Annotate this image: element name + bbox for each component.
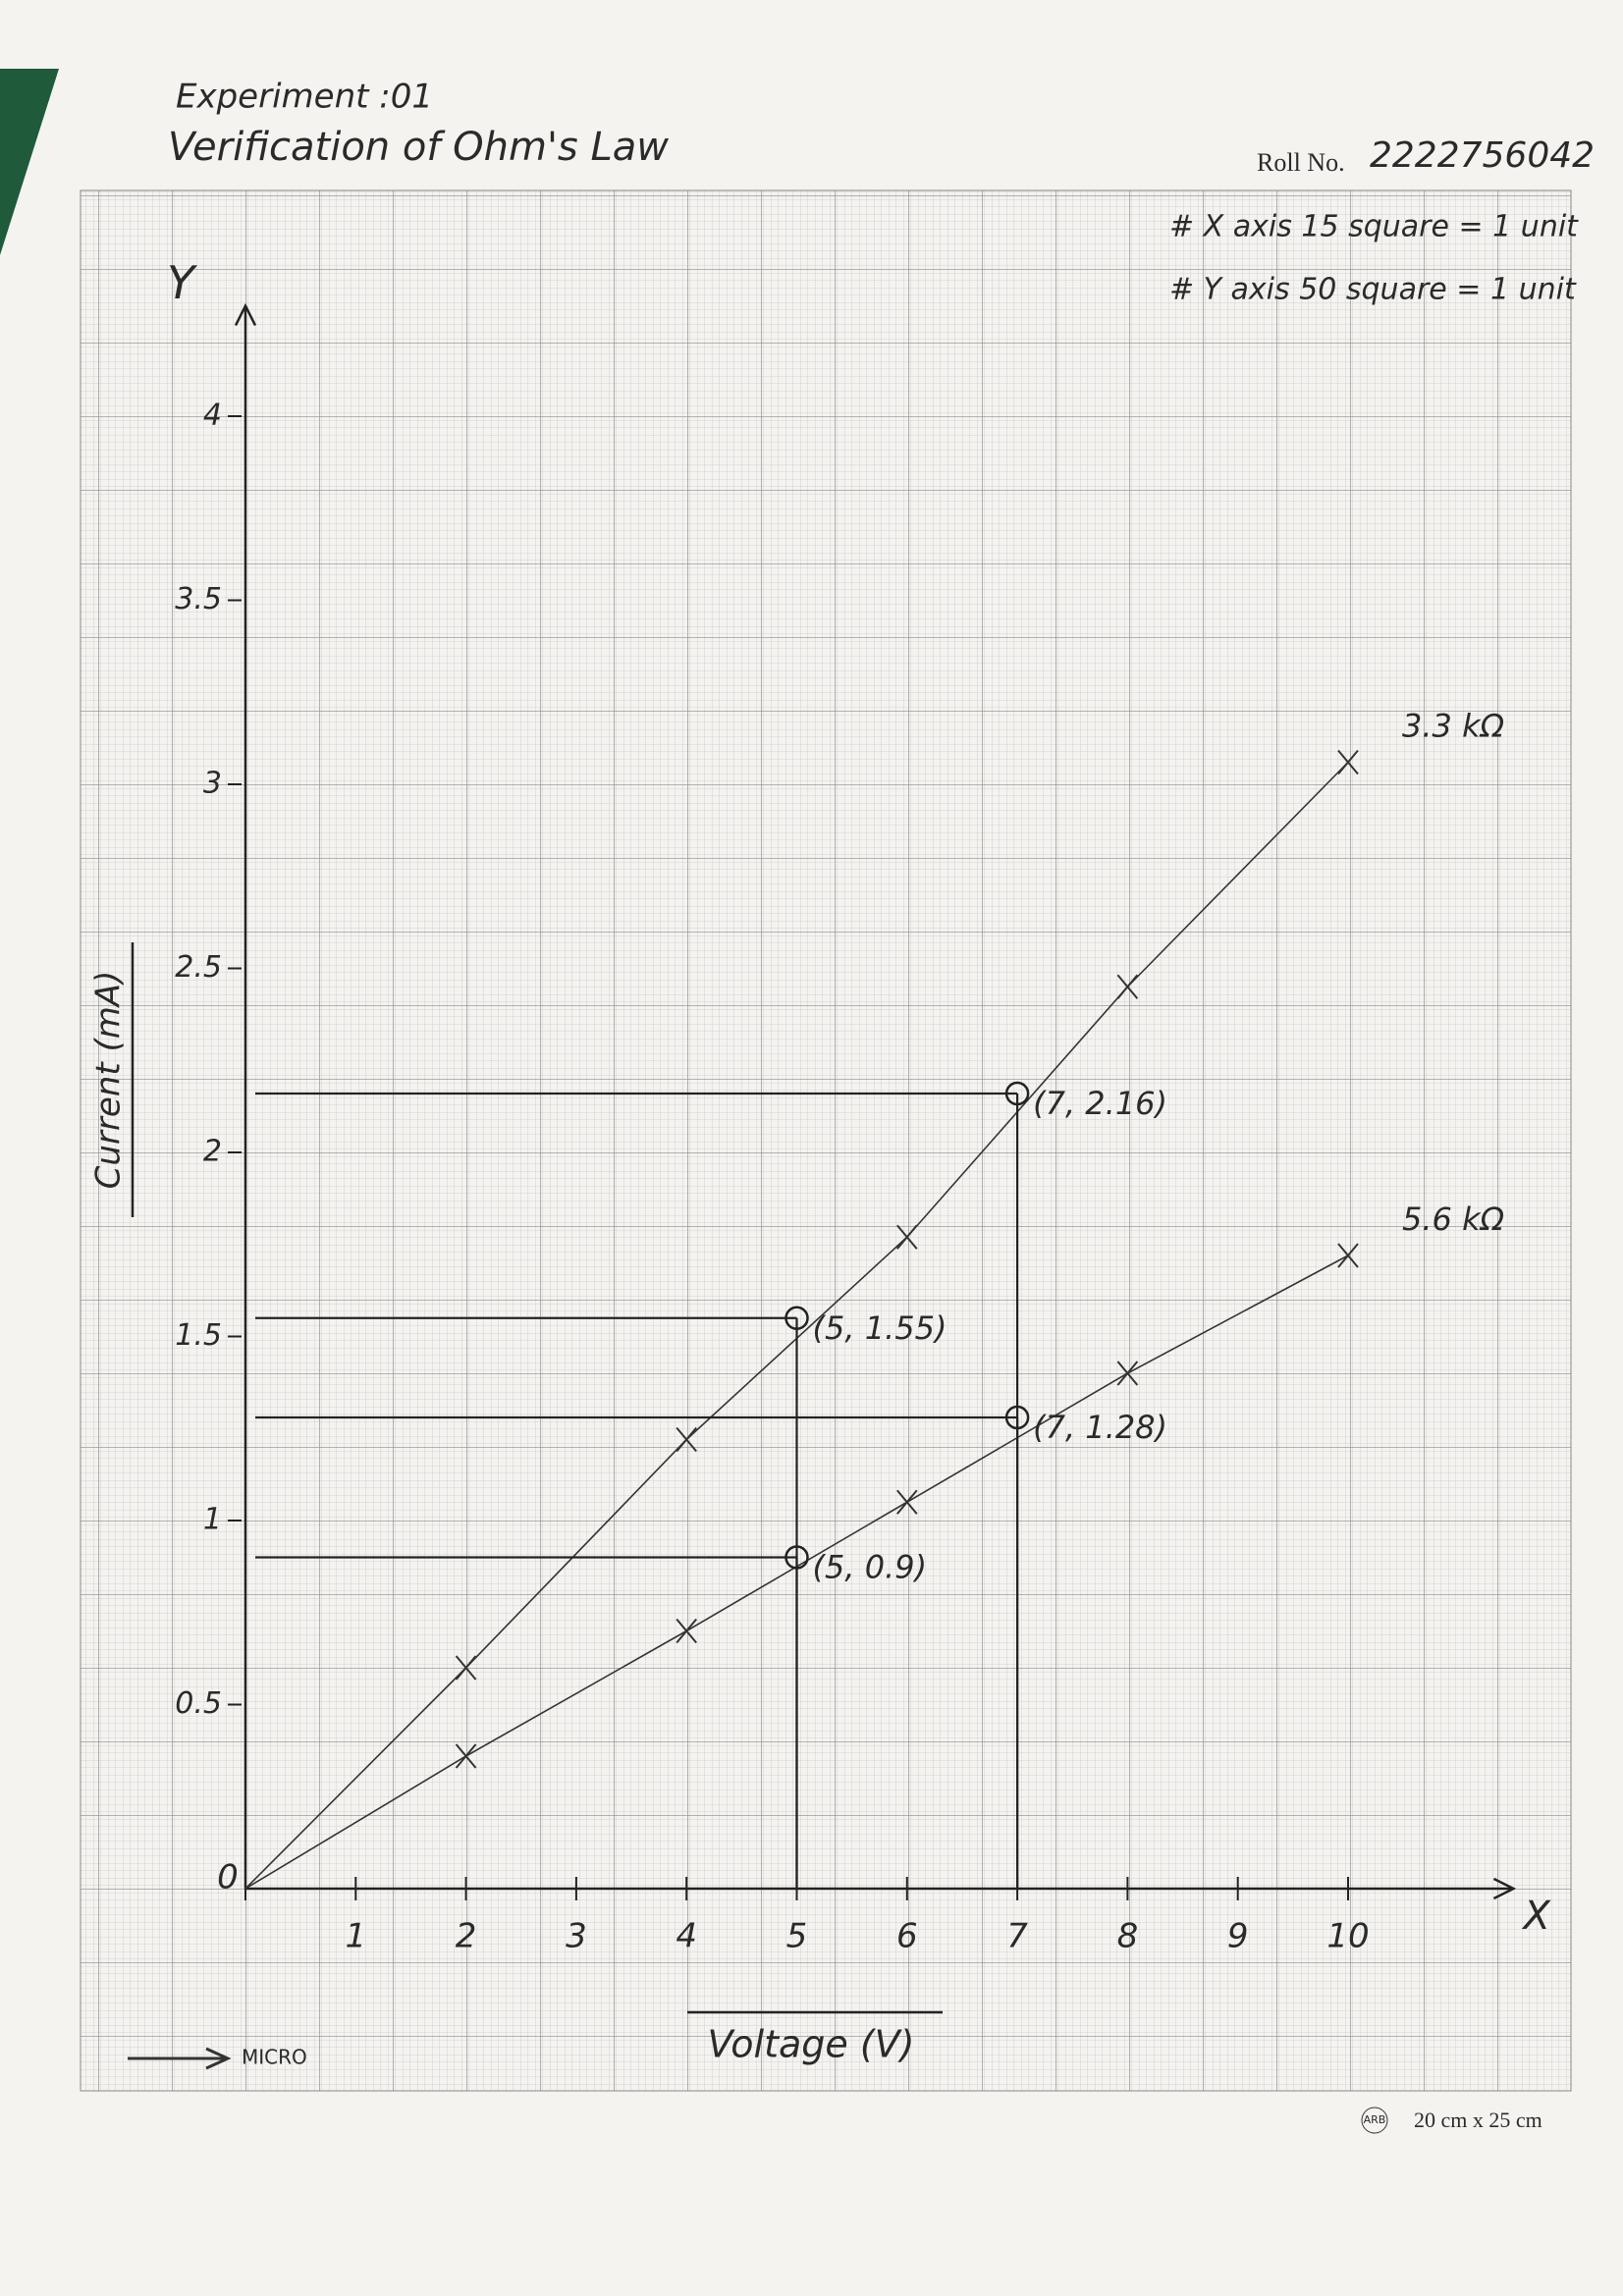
y-tick-label: 0.5 xyxy=(175,1686,222,1721)
annotation-point xyxy=(784,1545,809,1570)
point-cross xyxy=(896,1224,918,1250)
point-cross xyxy=(1116,974,1139,999)
y-tick-label: 2 xyxy=(203,1135,222,1169)
x-tick-label: 2 xyxy=(456,1917,477,1956)
corner-shadow xyxy=(0,69,59,255)
y-tick-label: 3 xyxy=(203,767,222,801)
x-tick-label: 1 xyxy=(345,1917,366,1956)
y-tick-label: 3.5 xyxy=(175,582,222,616)
maker-badge xyxy=(1361,2107,1388,2134)
experiment: Experiment :01 xyxy=(176,78,433,117)
x-tick-label: 9 xyxy=(1227,1917,1249,1956)
series-label: 3.3 kΩ xyxy=(1402,708,1505,745)
series-label: 5.6 kΩ xyxy=(1402,1201,1505,1238)
note: # X axis 15 square = 1 unit xyxy=(1169,210,1579,244)
sheet-size: 20 cm x 25 cm xyxy=(1414,2108,1542,2132)
point-cross xyxy=(676,1618,697,1644)
annotation-label: (7, 2.16) xyxy=(1033,1085,1167,1122)
y-tick-label: 2.5 xyxy=(175,950,222,985)
x-tick-label: 8 xyxy=(1117,1917,1139,1956)
y-tick-label: 1 xyxy=(203,1503,222,1537)
roll-label: Roll No. xyxy=(1257,148,1345,177)
x-axis-title: Voltage (V) xyxy=(708,2023,915,2066)
x-arrow xyxy=(1492,1877,1517,1900)
y-axis-title: Current (mA) xyxy=(89,971,129,1190)
note: # Y axis 50 square = 1 unit xyxy=(1169,273,1577,307)
x-tick-label: 3 xyxy=(566,1917,587,1956)
x-tick-label: 4 xyxy=(676,1917,697,1956)
point-cross xyxy=(1337,1243,1359,1268)
point-cross xyxy=(455,1743,477,1769)
annotation-point xyxy=(1004,1405,1030,1430)
annotation-label: (5, 0.9) xyxy=(813,1549,928,1586)
y-arrow xyxy=(234,302,257,327)
roll-number: 2222756042 xyxy=(1370,135,1595,176)
title: Verification of Ohm's Law xyxy=(168,125,669,170)
x-tick-label: 6 xyxy=(896,1917,918,1956)
maker: ARB xyxy=(1364,2113,1386,2126)
x-tick-label: 7 xyxy=(1006,1917,1028,1956)
x-tick-label: 0 xyxy=(217,1858,239,1897)
point-cross xyxy=(1116,1361,1139,1386)
grid-paper xyxy=(80,189,1572,2092)
x-tick-label: 5 xyxy=(786,1917,808,1956)
point-cross xyxy=(676,1426,697,1453)
annotation-label: (5, 1.55) xyxy=(813,1309,947,1347)
annotation-label: (7, 1.28) xyxy=(1033,1409,1167,1446)
y-tick-label: 4 xyxy=(203,399,222,433)
axis-letter: X xyxy=(1521,1894,1551,1939)
brand-arrow xyxy=(128,2047,232,2070)
annotation-point xyxy=(784,1306,809,1330)
y-tick-label: 1.5 xyxy=(175,1318,222,1353)
axis-letter: Y xyxy=(167,256,198,309)
x-tick-label: 10 xyxy=(1326,1917,1369,1956)
annotation-point xyxy=(1004,1081,1030,1106)
point-cross xyxy=(455,1655,477,1681)
point-cross xyxy=(896,1489,918,1515)
brand: MICRO xyxy=(242,2046,307,2069)
point-cross xyxy=(1337,749,1359,775)
